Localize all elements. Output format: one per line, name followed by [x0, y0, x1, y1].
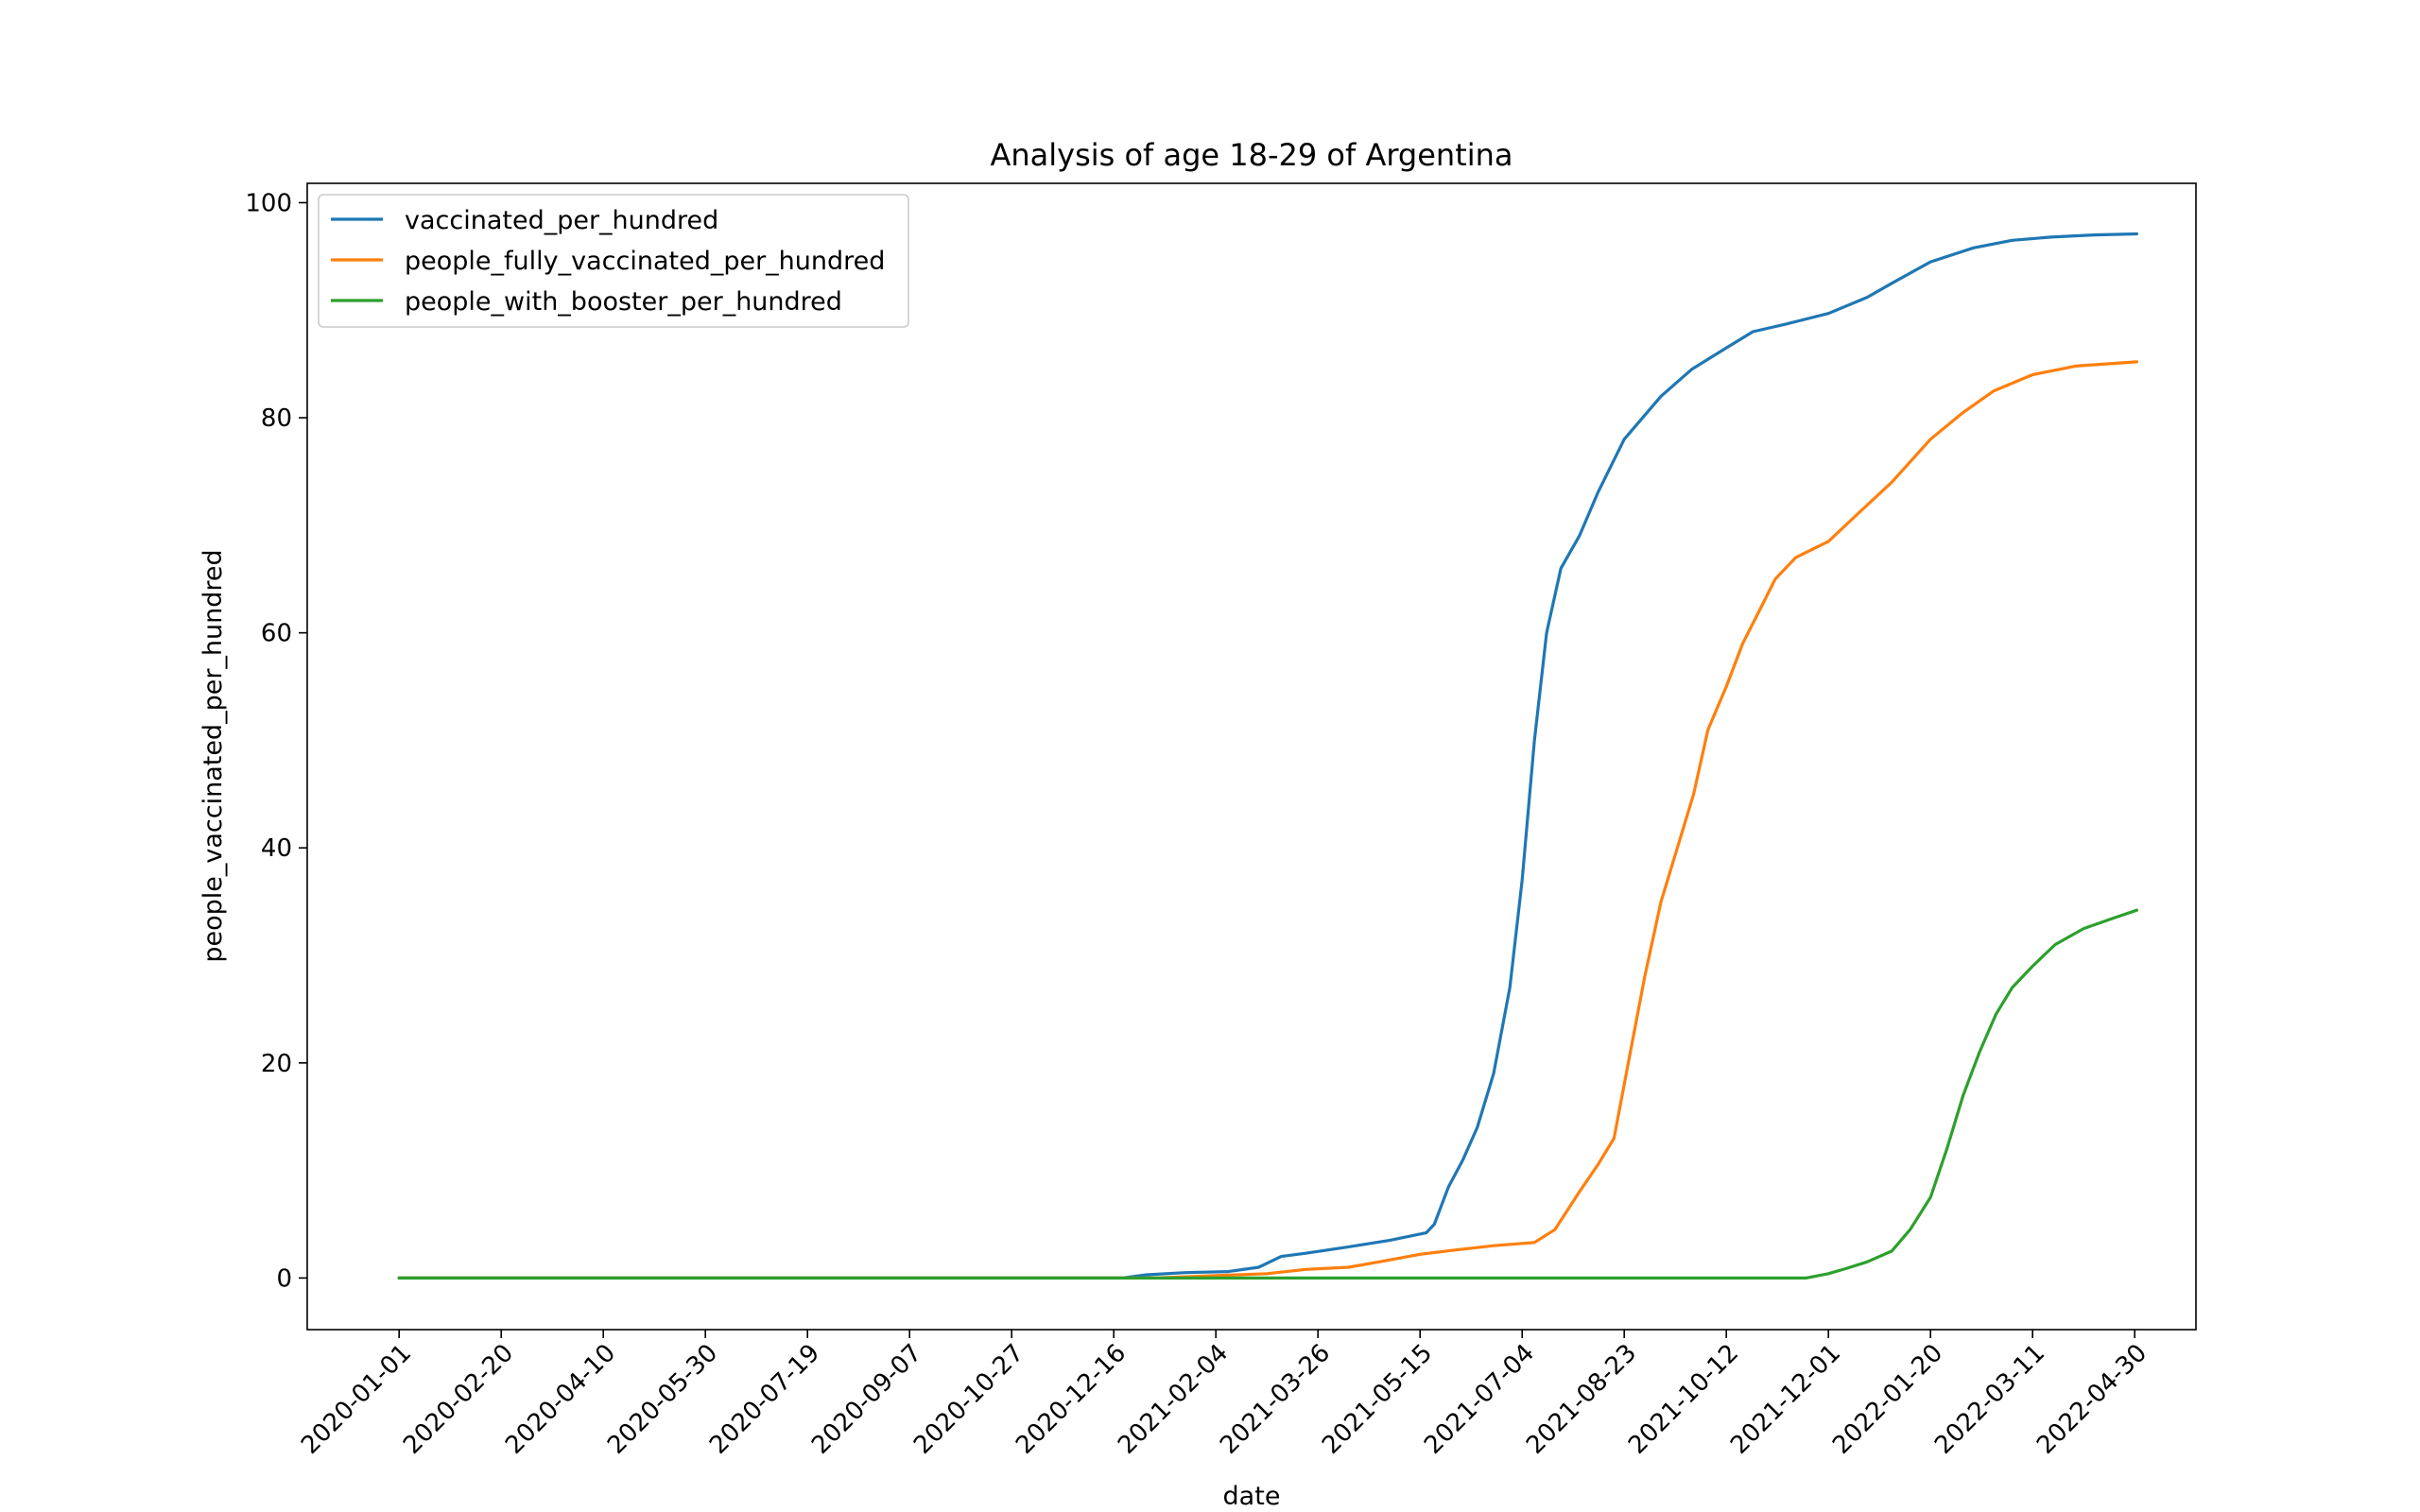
y-tick-label: 100	[245, 189, 292, 217]
y-tick-label: 40	[261, 834, 292, 863]
y-tick-label: 20	[261, 1050, 292, 1078]
series-line-people_fully_vaccinated_per_hundred	[397, 360, 2138, 1280]
y-axis: 0 20 40 60 80 100	[245, 189, 307, 1293]
y-axis-label: people_vaccinated_per_hundred	[199, 549, 228, 962]
y-tick-label: 60	[261, 620, 292, 648]
x-axis-label: date	[1223, 1482, 1281, 1511]
plot-frame	[306, 182, 2197, 1331]
series-line-people_with_booster_per_hundred	[397, 908, 2138, 1280]
chart-title: Analysis of age 18-29 of Argentina	[990, 137, 1512, 173]
series-line-vaccinated_per_hundred	[397, 232, 2138, 1280]
y-tick-label: 80	[261, 404, 292, 433]
legend: vaccinated_per_hundred people_fully_vacci…	[318, 194, 909, 328]
y-tick-label: 0	[276, 1264, 292, 1293]
legend-label: people_with_booster_per_hundred	[405, 287, 842, 317]
legend-label: people_fully_vaccinated_per_hundred	[405, 247, 885, 276]
legend-label: vaccinated_per_hundred	[405, 206, 718, 235]
series-lines	[397, 232, 2138, 1280]
legend-box	[318, 194, 909, 328]
